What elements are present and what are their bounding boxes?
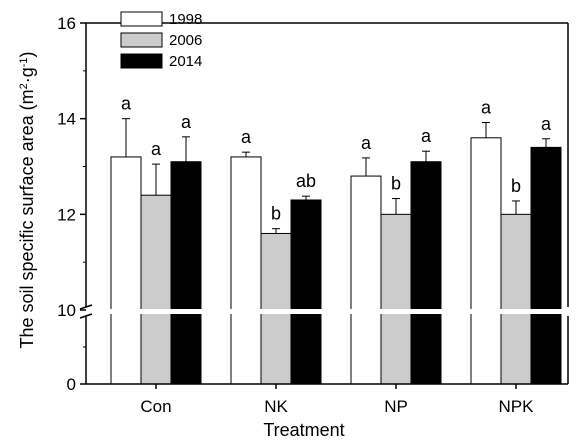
significance-label-con-2014: a xyxy=(181,112,192,132)
bar-con-2014 xyxy=(170,161,202,385)
y-tick-label-16: 16 xyxy=(57,14,76,33)
significance-label-npk-2006: b xyxy=(511,176,521,196)
significance-label-con-2006: a xyxy=(151,139,162,159)
x-tick-label-npk: NPK xyxy=(499,397,535,416)
significance-label-npk-2014: a xyxy=(541,114,552,134)
significance-label-nk-2006: b xyxy=(271,204,281,224)
axis-break-gap xyxy=(78,309,569,314)
bar-npk-2006 xyxy=(500,213,532,385)
y-tick-label-0: 0 xyxy=(67,375,76,394)
bar-nk-1998 xyxy=(230,156,262,385)
legend-swatch-2014 xyxy=(120,53,163,69)
legend-label-1998: 1998 xyxy=(169,11,202,28)
y-axis-title: The soil specific surface area (m2·g-1) xyxy=(17,51,37,348)
x-tick-label-np: NP xyxy=(384,397,408,416)
legend-swatch-1998 xyxy=(120,11,163,27)
axis-break-mark-upper xyxy=(79,304,93,310)
significance-label-np-1998: a xyxy=(361,133,372,153)
significance-label-nk-2014: ab xyxy=(296,171,316,191)
x-tick-label-nk: NK xyxy=(264,397,288,416)
significance-label-np-2006: b xyxy=(391,174,401,194)
significance-label-npk-1998: a xyxy=(481,97,492,117)
axes-layer: Con NK NP NPK 0 10 12 14 16 xyxy=(57,14,569,416)
y-tick-label-14: 14 xyxy=(57,110,76,129)
significance-label-con-1998: a xyxy=(121,94,132,114)
legend-label-2006: 2006 xyxy=(169,32,202,49)
legend-label-2014: 2014 xyxy=(169,53,202,70)
x-axis-title: Treatment xyxy=(263,420,344,440)
significance-label-nk-1998: a xyxy=(241,127,252,147)
x-tick-label-con: Con xyxy=(140,397,171,416)
axis-break-mark-lower xyxy=(79,313,93,319)
bar-np-2014 xyxy=(410,161,442,385)
bar-npk-1998 xyxy=(470,137,502,385)
y-tick-label-10: 10 xyxy=(57,301,76,320)
bar-np-1998 xyxy=(350,175,382,385)
bar-npk-2014 xyxy=(530,146,562,385)
bar-con-1998 xyxy=(110,156,142,385)
y-tick-label-12: 12 xyxy=(57,205,76,224)
bar-nk-2006 xyxy=(260,232,292,385)
significance-label-np-2014: a xyxy=(421,126,432,146)
legend: 1998 2006 2014 xyxy=(120,11,202,70)
bar-nk-2014 xyxy=(290,199,322,385)
legend-swatch-2006 xyxy=(120,32,163,48)
bar-np-2006 xyxy=(380,213,412,385)
bar-con-2006 xyxy=(140,194,172,385)
